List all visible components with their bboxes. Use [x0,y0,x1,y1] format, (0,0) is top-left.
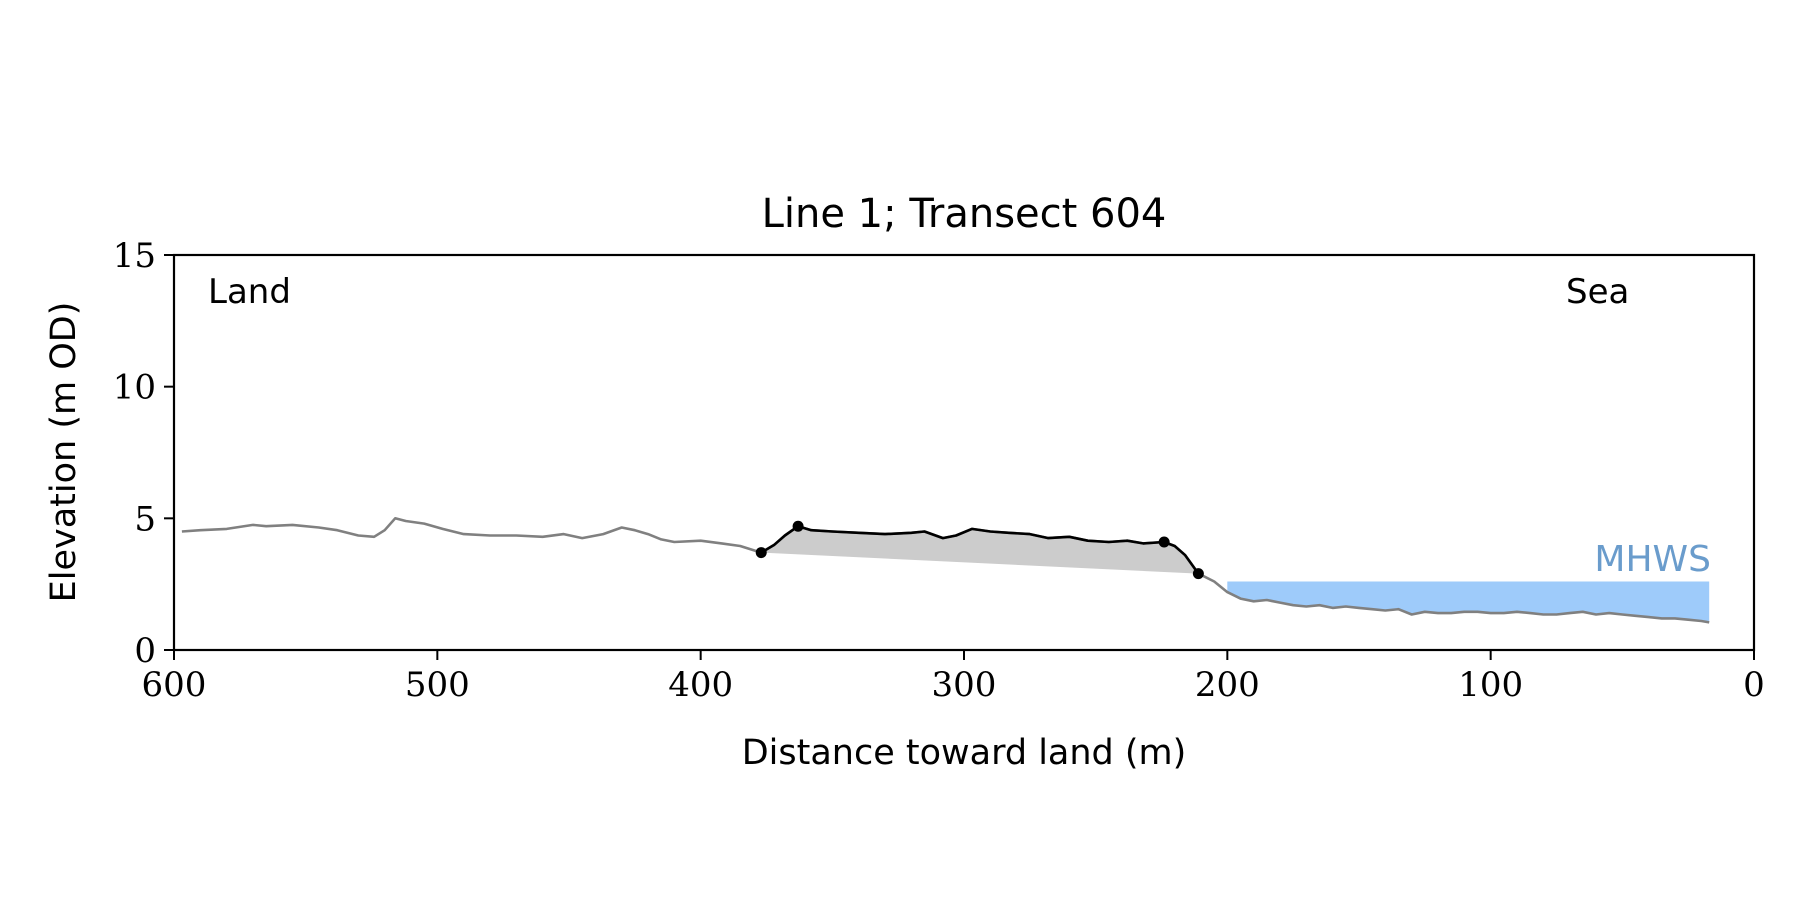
y-tick-label: 5 [134,499,156,539]
x-tick-label: 200 [1195,665,1260,705]
mhws-label: MHWS [1594,539,1711,580]
x-tick-label: 600 [142,665,207,705]
x-axis-label: Distance toward land (m) [742,733,1187,773]
plot-frame [172,253,1756,652]
y-axis-label: Elevation (m OD) [44,302,84,603]
x-tick-label: 400 [668,665,733,705]
y-tick-label: 15 [113,236,156,276]
x-tick-label: 100 [1458,665,1523,705]
dune-volume-fill [761,526,1199,574]
dune-heel-marker [1158,536,1170,548]
dune-crest-marker [792,520,804,532]
tick-layer: 600 500 400 300 200 100 0 0 5 10 15 [113,236,1765,705]
sea-annotation: Sea [1566,272,1629,312]
chart-title: Line 1; Transect 604 [762,191,1167,237]
dune-toe-marker [755,547,767,559]
land-annotation: Land [208,272,291,312]
y-tick-label: 0 [134,631,156,671]
x-tick-label: 500 [405,665,470,705]
x-tick-label: 300 [932,665,997,705]
plot-layer [181,516,1710,624]
x-tick-label: 0 [1743,665,1765,705]
dune-seaward-toe-marker [1192,568,1204,580]
dune-line [760,524,1200,575]
y-tick-label: 10 [113,368,156,408]
